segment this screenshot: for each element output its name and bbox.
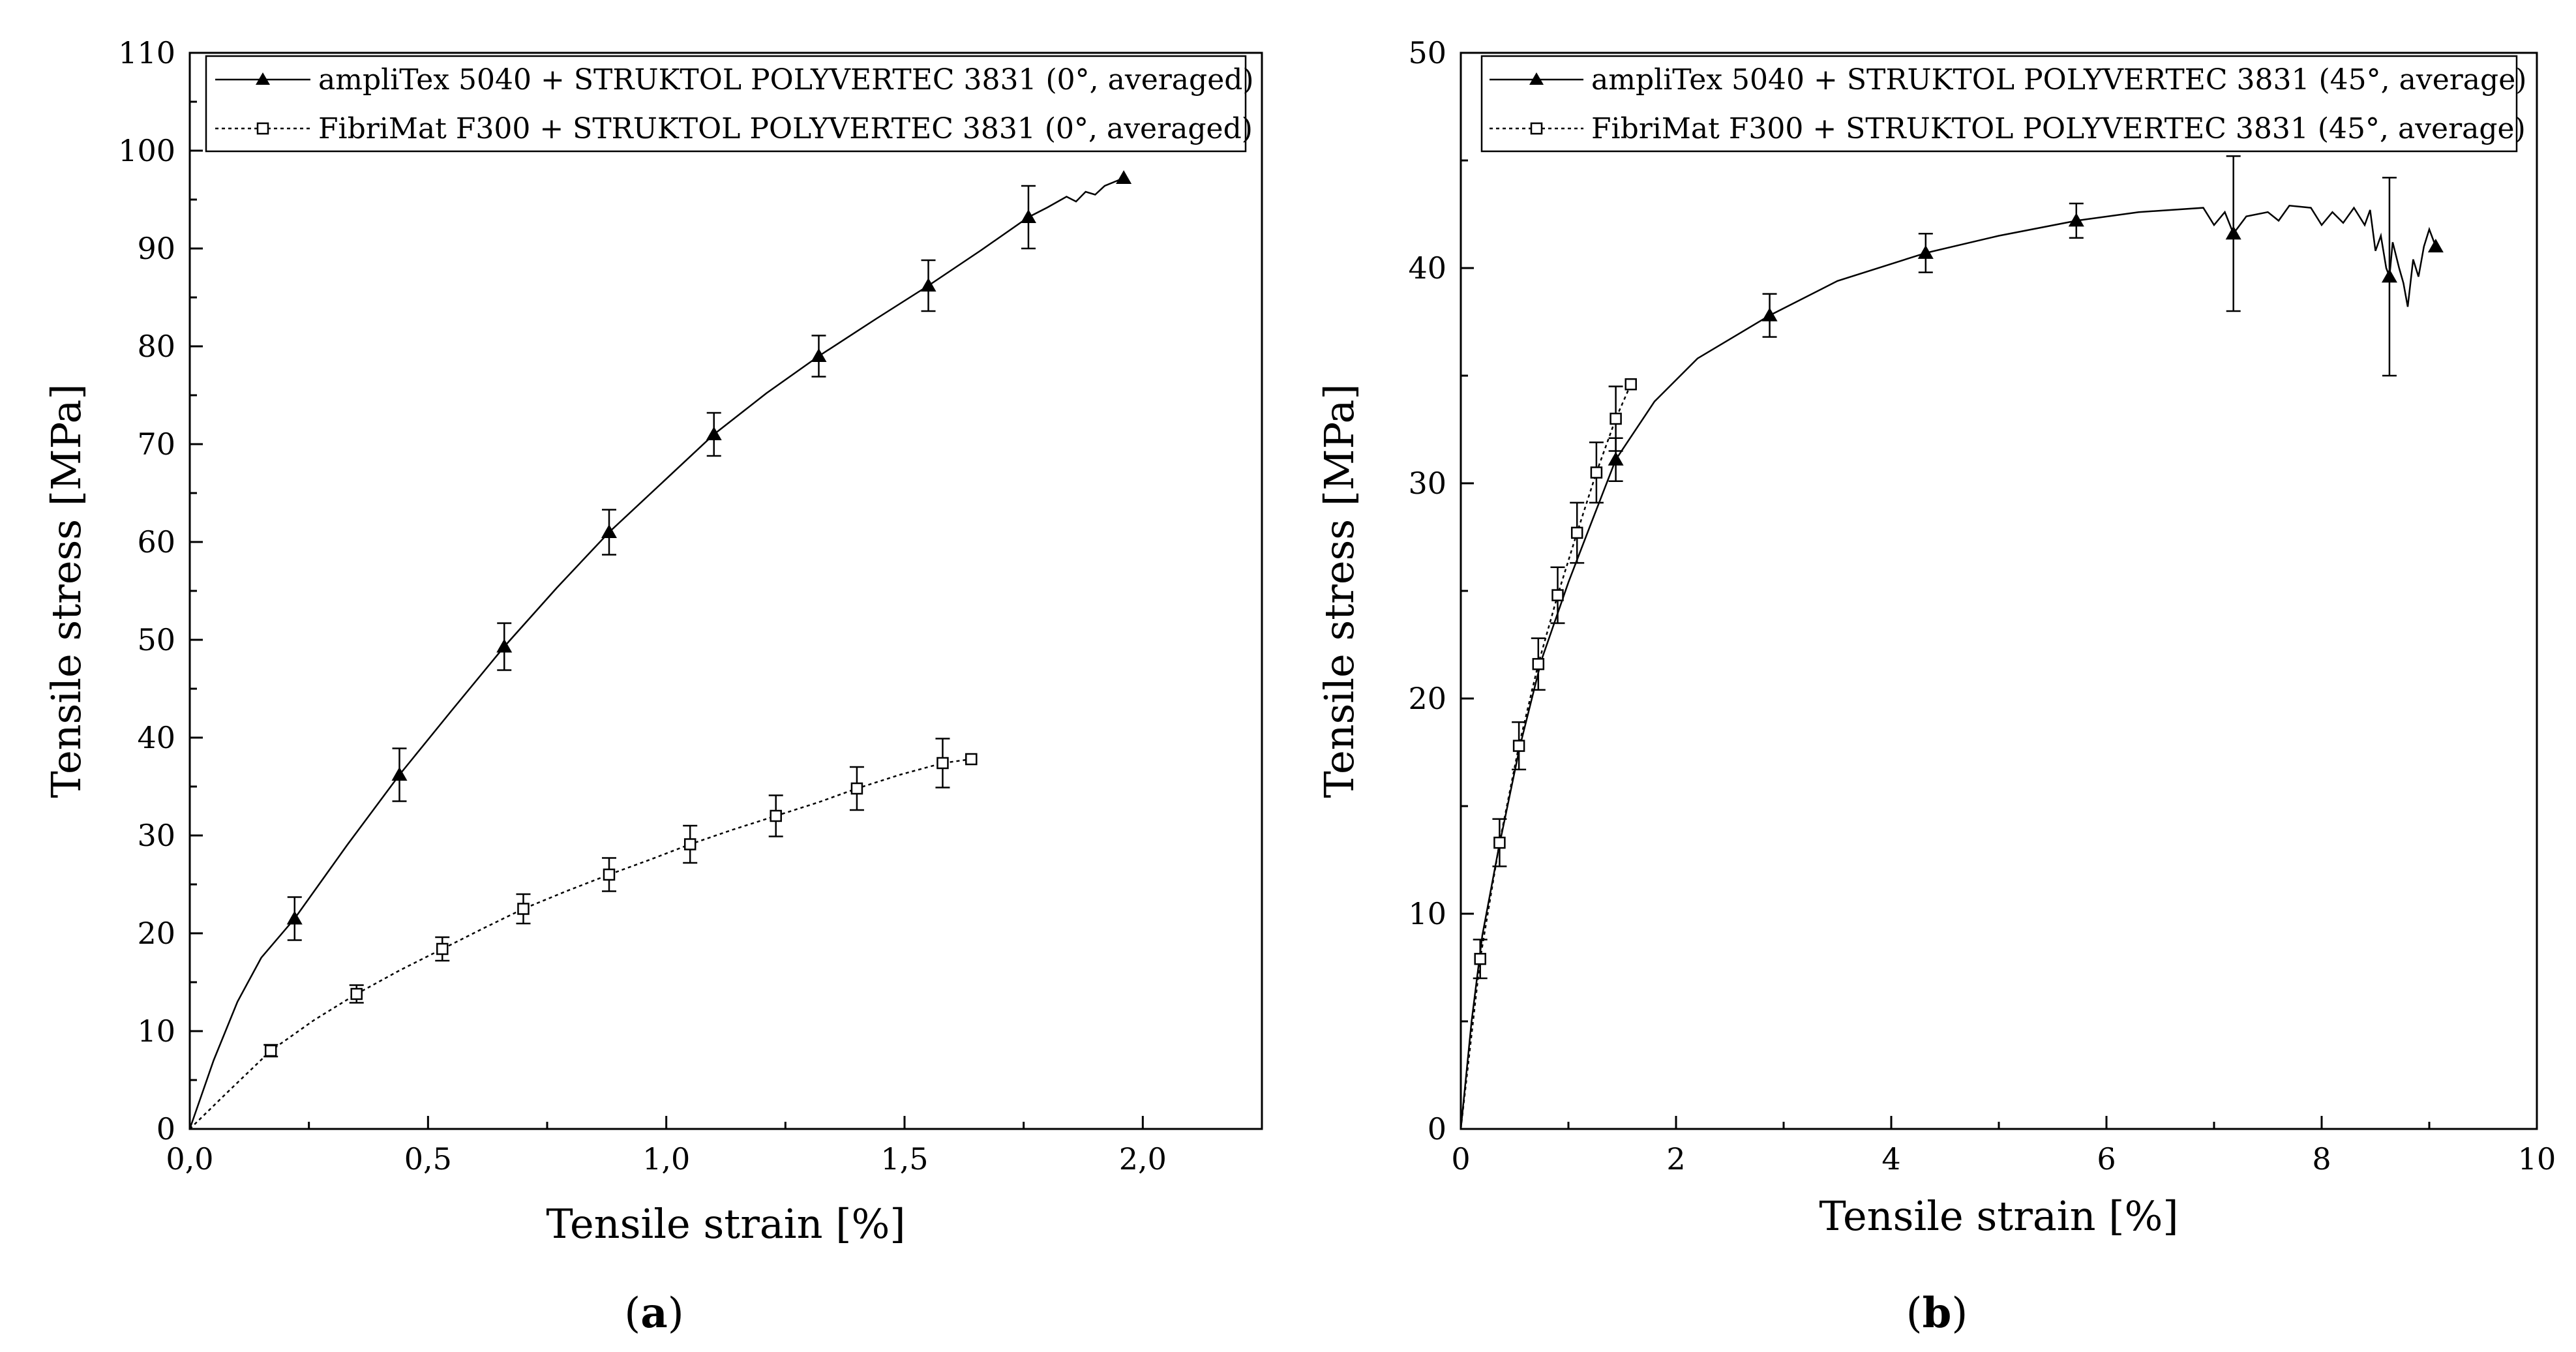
b-y-tick-label: 30 bbox=[1408, 466, 1446, 501]
chart-panel-b: 0 2 4 6 8 10 0 10 20 30 40 50 ampliTex 5040 + STRUK… bbox=[1315, 35, 2556, 1338]
b-x-tick-label: 2 bbox=[1666, 1141, 1685, 1177]
a-series-2-point bbox=[965, 753, 978, 766]
a-series-2-point bbox=[436, 942, 449, 955]
series-a bbox=[188, 170, 1132, 1130]
panel-label-b: (b) bbox=[1906, 1289, 1968, 1338]
a-x-tick-label: 1,5 bbox=[880, 1141, 928, 1177]
axis-ticks-a: 0,0 0,5 1,0 1,5 2,0 0 10 20 30 40 50 60 70 80 90 100 110 bbox=[118, 35, 1167, 1177]
a-y-tick-label: 80 bbox=[137, 329, 175, 364]
b-series-2-point bbox=[1570, 526, 1583, 539]
legend-b-label-2: FibriMat F300 + STRUKTOL POLYVERTEC 3831… bbox=[1591, 112, 2526, 145]
b-y-tick-label: 50 bbox=[1408, 35, 1446, 70]
b-x-tick-label: 4 bbox=[1881, 1141, 1900, 1177]
y-axis-title-a: Tensile stress [MPa] bbox=[42, 383, 90, 798]
y-axis-title-b: Tensile stress [MPa] bbox=[1315, 383, 1363, 798]
legend-b: ampliTex 5040 + STRUKTOL POLYVERTEC 3831… bbox=[1480, 55, 2526, 153]
a-series-1-point bbox=[601, 524, 617, 538]
b-series-2-point bbox=[1532, 657, 1545, 670]
b-series-2-point bbox=[1610, 412, 1622, 425]
a-y-tick-label: 90 bbox=[137, 231, 175, 266]
b-series-2-point bbox=[1512, 740, 1525, 752]
a-series-2-point bbox=[850, 782, 863, 795]
a-series-1-point bbox=[286, 910, 303, 925]
b-series-2-point bbox=[1625, 378, 1637, 391]
b-series-2-point bbox=[1590, 466, 1603, 479]
b-y-tick-label: 0 bbox=[1428, 1111, 1446, 1147]
axis-ticks-b: 0 2 4 6 8 10 0 10 20 30 40 50 bbox=[1408, 35, 2556, 1177]
x-axis-title-b: Tensile strain [%] bbox=[1819, 1192, 2178, 1240]
a-y-tick-label: 70 bbox=[137, 427, 175, 462]
a-series-1-point bbox=[706, 427, 722, 440]
legend-a-marker-triangle bbox=[256, 72, 270, 85]
a-y-tick-label: 110 bbox=[118, 35, 175, 70]
a-series-2-point bbox=[517, 903, 530, 915]
b-y-tick-label: 10 bbox=[1408, 896, 1446, 931]
a-series-2-point bbox=[683, 838, 696, 850]
a-y-tick-label: 10 bbox=[137, 1014, 175, 1049]
b-y-tick-label: 40 bbox=[1408, 250, 1446, 286]
legend-b-marker-square bbox=[1530, 122, 1543, 135]
b-series-1-line bbox=[1460, 204, 2437, 1130]
a-series-1-point bbox=[391, 767, 408, 781]
b-y-tick-label: 20 bbox=[1408, 681, 1446, 716]
a-series-1-point bbox=[1116, 170, 1132, 184]
legend-b-label-1: ampliTex 5040 + STRUKTOL POLYVERTEC 3831… bbox=[1591, 63, 2526, 97]
a-y-tick-label: 0 bbox=[157, 1111, 175, 1147]
a-y-tick-label: 50 bbox=[137, 622, 175, 657]
legend-a-marker-square bbox=[256, 122, 269, 135]
b-series-1-point bbox=[1608, 451, 1624, 466]
a-series-1-point bbox=[1020, 209, 1036, 223]
b-series-1-point bbox=[1917, 245, 1934, 259]
a-y-tick-label: 100 bbox=[118, 133, 175, 168]
b-series-1-point bbox=[1761, 307, 1778, 322]
a-x-tick-label: 0,5 bbox=[404, 1141, 452, 1177]
b-x-tick-label: 6 bbox=[2097, 1141, 2116, 1177]
b-series-2-point bbox=[1493, 836, 1506, 849]
a-series-1-point bbox=[920, 278, 936, 292]
a-y-tick-label: 30 bbox=[137, 818, 175, 853]
series-b bbox=[1460, 155, 2444, 1130]
a-x-tick-label: 2,0 bbox=[1119, 1141, 1167, 1177]
a-series-2-point bbox=[936, 757, 949, 770]
b-series-2-point bbox=[1474, 953, 1486, 965]
b-x-tick-label: 8 bbox=[2312, 1141, 2331, 1177]
b-series-2-line bbox=[1460, 383, 1632, 1130]
panel-label-a: (a) bbox=[624, 1289, 683, 1338]
a-series-2-point bbox=[350, 987, 363, 1000]
chart-panel-a: 0,0 0,5 1,0 1,5 2,0 0 10 20 30 40 50 60 70 80 90 100 110… bbox=[42, 35, 1263, 1338]
b-x-tick-label: 10 bbox=[2518, 1141, 2556, 1177]
b-series-1-point bbox=[2381, 269, 2397, 283]
legend-box-a bbox=[205, 55, 1247, 153]
a-y-tick-label: 60 bbox=[137, 524, 175, 560]
panel-label-b-letter: b bbox=[1923, 1289, 1952, 1338]
legend-a-label-1: ampliTex 5040 + STRUKTOL POLYVERTEC 3831… bbox=[318, 63, 1254, 97]
a-series-2-line bbox=[189, 758, 972, 1130]
legend-a-label-2: FibriMat F300 + STRUKTOL POLYVERTEC 3831… bbox=[318, 112, 1253, 145]
plot-frame-a bbox=[188, 52, 1263, 1130]
a-series-1-point bbox=[496, 638, 513, 653]
a-x-tick-label: 0,0 bbox=[166, 1141, 213, 1177]
a-series-1-line bbox=[188, 177, 1124, 1130]
b-series-1-point bbox=[2427, 239, 2444, 252]
panel-label-a-letter: a bbox=[640, 1289, 667, 1338]
x-axis-title-a: Tensile strain [%] bbox=[546, 1200, 905, 1248]
b-series-1-point bbox=[2225, 226, 2241, 240]
a-y-tick-label: 40 bbox=[137, 720, 175, 755]
a-series-2-point bbox=[264, 1044, 277, 1057]
legend-b-marker-triangle bbox=[1529, 72, 1544, 85]
legend-box-b bbox=[1480, 55, 2518, 153]
b-series-1-point bbox=[2068, 213, 2084, 227]
legend-a: ampliTex 5040 + STRUKTOL POLYVERTEC 3831… bbox=[205, 55, 1254, 153]
b-x-tick-label: 0 bbox=[1451, 1141, 1470, 1177]
a-series-2-point bbox=[770, 809, 782, 822]
b-series-2-point bbox=[1551, 589, 1564, 601]
plot-frame-b bbox=[1460, 52, 2538, 1130]
a-y-tick-label: 20 bbox=[137, 916, 175, 951]
a-series-1-point bbox=[811, 348, 827, 362]
a-series-2-point bbox=[603, 868, 616, 881]
a-x-tick-label: 1,0 bbox=[642, 1141, 690, 1177]
